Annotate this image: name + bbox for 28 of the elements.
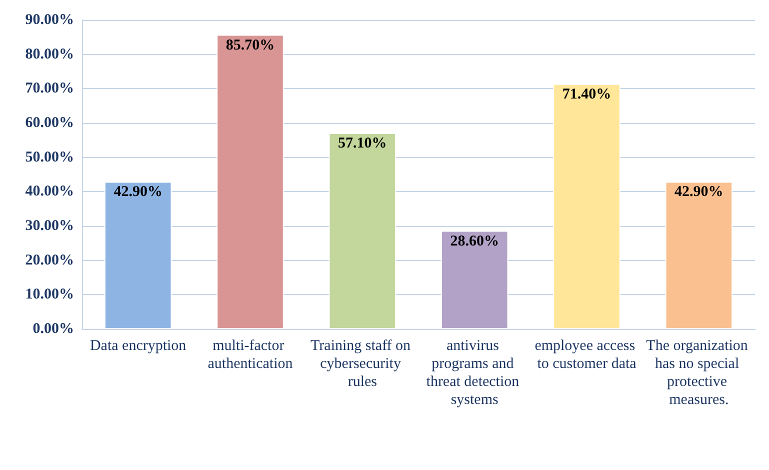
y-tick-label: 30.00% <box>25 218 74 234</box>
y-tick-label: 10.00% <box>25 286 74 303</box>
data-label: 85.70% <box>226 37 275 54</box>
x-tick-label: The organization has no special protective measures. <box>646 338 752 408</box>
y-tick-label: 50.00% <box>25 149 74 166</box>
y-tick-label: 0.00% <box>32 321 74 337</box>
x-tick-label: multi-factor authentication <box>208 338 294 372</box>
y-tick-label: 90.00% <box>25 12 74 28</box>
data-label: 28.60% <box>450 233 499 250</box>
bar <box>553 84 620 329</box>
data-label: 57.10% <box>338 135 387 152</box>
y-tick-label: 70.00% <box>25 80 74 97</box>
x-tick-label: Training staff on cybersecurity rules <box>310 338 414 390</box>
bar <box>440 230 508 329</box>
bar <box>104 182 172 329</box>
y-tick-label: 20.00% <box>25 252 74 268</box>
data-label: 42.90% <box>114 184 162 200</box>
y-tick-label: 60.00% <box>25 115 74 131</box>
bar <box>328 132 396 329</box>
bar <box>216 34 284 329</box>
x-tick-label: employee access to customer data <box>534 338 639 372</box>
data-label: 42.90% <box>674 184 724 200</box>
data-label: 71.40% <box>562 86 612 102</box>
bar <box>665 182 733 329</box>
x-tick-label: antivirus programs and threat detection systems <box>426 338 523 408</box>
y-tick-label: 80.00% <box>25 46 74 62</box>
x-tick-label: Data encryption <box>90 338 187 354</box>
y-tick-label: 40.00% <box>25 184 74 200</box>
